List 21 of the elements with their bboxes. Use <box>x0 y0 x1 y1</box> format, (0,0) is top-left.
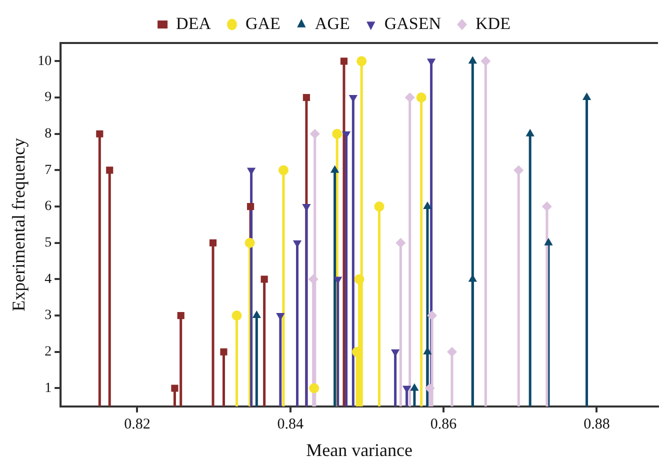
x-tick-label: 0.82 <box>124 416 150 432</box>
y-tick-label: 3 <box>44 308 52 324</box>
y-tick-label: 10 <box>38 54 52 69</box>
x-tick-label: 0.84 <box>277 416 304 432</box>
legend-label: KDE <box>476 14 510 33</box>
y-tick-label: 8 <box>44 126 52 142</box>
x-axis-title: Mean variance <box>306 440 413 460</box>
y-tick-label: 1 <box>44 380 52 396</box>
x-tick-label: 0.88 <box>584 416 610 432</box>
legend-label: DEA <box>176 14 212 33</box>
legend-label: AGE <box>314 14 350 33</box>
y-axis-title: Experimental frequency <box>8 138 29 312</box>
legend-label: GAE <box>245 14 280 33</box>
y-tick-label: 5 <box>44 236 52 251</box>
y-tick-label: 2 <box>44 344 52 360</box>
y-tick-label: 6 <box>44 199 52 214</box>
x-tick-label: 0.86 <box>430 416 458 432</box>
y-tick-label: 9 <box>44 90 52 106</box>
legend-label: GASEN <box>384 14 442 33</box>
y-tick-label: 4 <box>44 272 52 287</box>
y-tick-label: 7 <box>44 162 52 178</box>
